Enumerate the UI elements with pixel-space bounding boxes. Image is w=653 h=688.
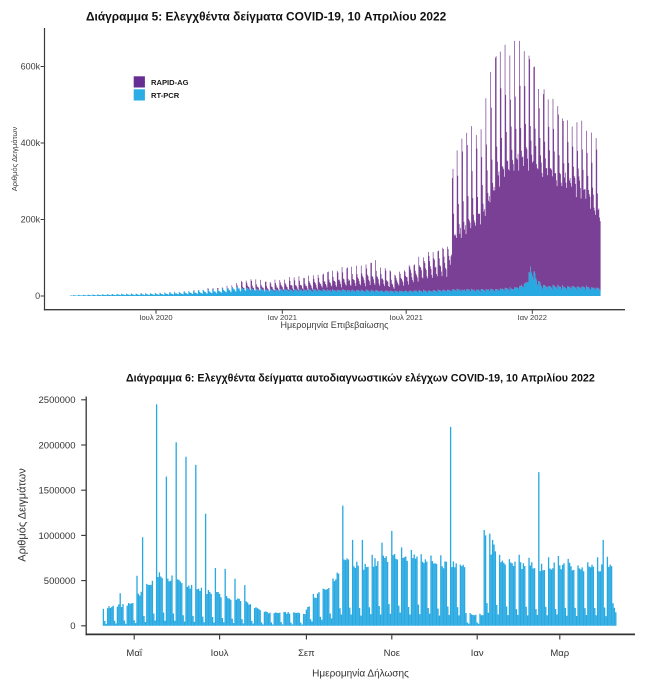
svg-text:Σεπ: Σεπ [298, 648, 315, 659]
svg-text:Ιουλ 2020: Ιουλ 2020 [139, 313, 172, 322]
svg-text:600k: 600k [21, 62, 41, 72]
svg-text:0: 0 [70, 621, 75, 632]
svg-text:Διάγραμμα 6: Ελεγχθέντα δείγμα: Διάγραμμα 6: Ελεγχθέντα δείγματα αυτοδια… [126, 372, 595, 384]
svg-text:1000000: 1000000 [39, 531, 76, 542]
svg-text:RT-PCR: RT-PCR [151, 91, 180, 100]
svg-text:Νοε: Νοε [384, 648, 401, 659]
svg-text:Ιαν: Ιαν [471, 648, 484, 659]
svg-text:Ημερομηνία Επιβεβαίωσης: Ημερομηνία Επιβεβαίωσης [281, 320, 390, 330]
svg-text:400k: 400k [21, 138, 41, 148]
svg-text:0: 0 [35, 291, 40, 301]
svg-text:200k: 200k [21, 215, 41, 225]
svg-text:2000000: 2000000 [39, 440, 76, 451]
svg-text:Ιουλ: Ιουλ [211, 648, 229, 659]
svg-text:Αριθμός Δειγμάτων: Αριθμός Δειγμάτων [10, 127, 19, 192]
svg-text:Μαρ: Μαρ [550, 648, 569, 659]
svg-text:Ημερομηνία Δήλωσης: Ημερομηνία Δήλωσης [312, 668, 409, 680]
svg-text:Ιαν 2021: Ιαν 2021 [268, 313, 297, 322]
svg-text:Διάγραμμα 5: Ελεγχθέντα δείγμα: Διάγραμμα 5: Ελεγχθέντα δείγματα COVID-1… [86, 10, 447, 24]
svg-text:Μαΐ: Μαΐ [126, 648, 142, 659]
svg-text:Ιουλ 2021: Ιουλ 2021 [390, 313, 423, 322]
svg-text:2500000: 2500000 [39, 395, 76, 406]
svg-text:Ιαν 2022: Ιαν 2022 [518, 313, 547, 322]
svg-text:1500000: 1500000 [39, 486, 76, 497]
svg-text:Αριθμός Δειγμάτων: Αριθμός Δειγμάτων [17, 468, 29, 562]
svg-text:RAPID-AG: RAPID-AG [151, 78, 189, 87]
svg-text:500000: 500000 [44, 576, 76, 587]
